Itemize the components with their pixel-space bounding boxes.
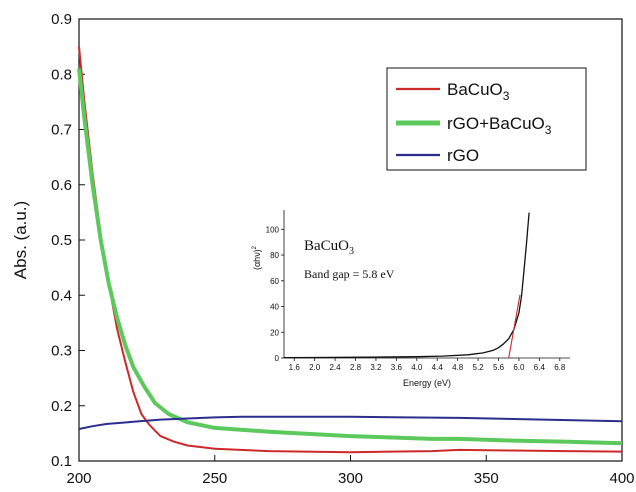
x-tick-label: 200 [66, 470, 91, 487]
inset-tangent-line [508, 294, 521, 359]
y-tick-label: 0.9 [51, 11, 72, 28]
legend-label-base: BaCuO [447, 80, 503, 99]
legend-label-0: BaCuO3 [447, 80, 510, 103]
inset-x-tick-label: 5.2 [473, 363, 485, 372]
inset-title-sub: 3 [349, 246, 354, 257]
inset-axis-ticks: 1.6 2.0 2.4 2.8 3.2 3.6 4.0 4.4 4.8 5.2 5.6 6.0 6.4 6… [266, 225, 566, 372]
inset-x-axis-label: Energy (eV) [403, 378, 451, 388]
inset-y-label-base: (αhν) [252, 249, 262, 270]
inset-x-tick-label: 1.6 [289, 363, 301, 372]
y-tick-label: 0.4 [51, 287, 72, 304]
inset-x-tick-label: 6.4 [534, 363, 546, 372]
inset-y-tick-label: 100 [266, 225, 280, 234]
main-axis-ticks: 200 250 300 350 4000.10.20.30.40.50.60.70.80… [51, 11, 634, 487]
y-tick-label: 0.1 [51, 453, 72, 470]
inset-y-label-sup: 2 [252, 245, 258, 249]
inset-x-tick-label: 2.8 [350, 363, 362, 372]
inset-x-tick-label: 6.8 [554, 363, 566, 372]
inset-x-tick-label: 4.0 [411, 363, 423, 372]
series-line-1 [77, 68, 623, 446]
inset-x-tick-label: 4.4 [432, 363, 444, 372]
inset-title: BaCuO3 [304, 238, 354, 257]
inset-x-tick-label: 3.2 [370, 363, 382, 372]
inset-y-tick-label: 60 [270, 277, 279, 286]
y-tick-label: 0.3 [51, 343, 72, 360]
inset-y-axis-label: (αhν)2 [252, 245, 262, 270]
inset-x-tick-label: 6.0 [513, 363, 525, 372]
y-tick-label: 0.7 [51, 122, 72, 139]
y-axis-label: Abs. (a.u.) [11, 201, 30, 279]
inset-title-base: BaCuO [304, 238, 349, 254]
inset-x-tick-label: 5.6 [493, 363, 505, 372]
inset-y-tick-label: 80 [270, 251, 279, 260]
y-tick-label: 0.5 [51, 232, 72, 249]
legend-label-base: rGO [447, 146, 479, 165]
y-tick-label: 0.6 [51, 177, 72, 194]
inset-annotation: Band gap = 5.8 eV [304, 267, 395, 281]
x-tick-label: 250 [202, 470, 227, 487]
legend-label-base: rGO+BaCuO [447, 114, 545, 133]
legend-label-sub: 3 [503, 89, 510, 103]
y-tick-label: 0.2 [51, 398, 72, 415]
inset-chart: 1.6 2.0 2.4 2.8 3.2 3.6 4.0 4.4 4.8 5.2 5.6 6.0 6.4 6… [252, 210, 570, 388]
inset-x-tick-label: 2.4 [330, 363, 342, 372]
x-tick-label: 350 [474, 470, 499, 487]
legend-box [386, 67, 587, 171]
inset-curve [283, 212, 530, 359]
main-series-group [77, 46, 623, 454]
inset-x-tick-label: 2.0 [309, 363, 321, 372]
inset-series-group [283, 212, 530, 359]
legend-label-1: rGO+BaCuO3 [447, 114, 552, 137]
inset-y-tick-label: 40 [270, 303, 279, 312]
y-tick-label: 0.8 [51, 66, 72, 83]
legend-label-2: rGO [447, 146, 479, 165]
inset-y-tick-label: 20 [270, 328, 279, 337]
inset-x-tick-label: 3.6 [391, 363, 403, 372]
x-tick-label: 300 [338, 470, 363, 487]
inset-x-tick-label: 4.8 [452, 363, 464, 372]
legend-label-sub: 3 [545, 123, 552, 137]
x-tick-label: 400 [609, 470, 634, 487]
inset-y-tick-label: 0 [275, 354, 280, 363]
series-line-2 [78, 415, 623, 430]
